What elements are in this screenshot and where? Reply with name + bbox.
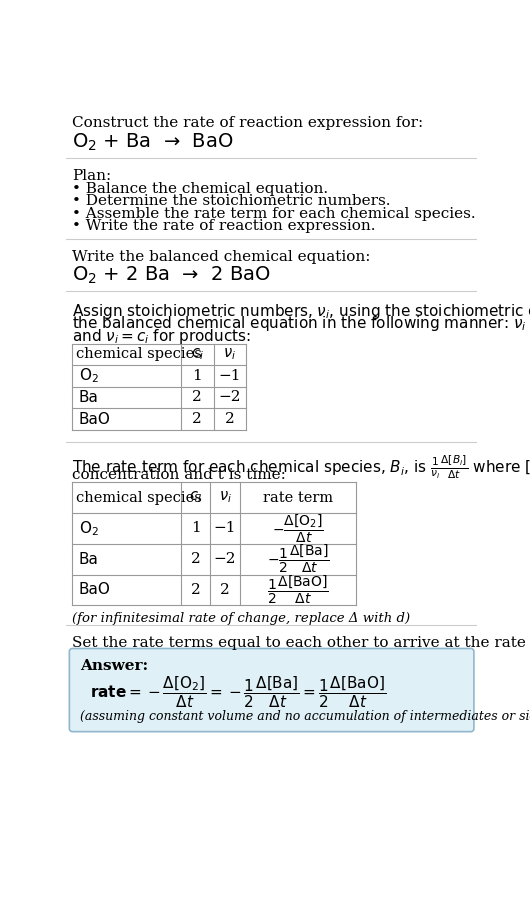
Text: (assuming constant volume and no accumulation of intermediates or side products): (assuming constant volume and no accumul…: [80, 710, 530, 723]
Text: Ba: Ba: [78, 552, 99, 566]
Text: • Write the rate of reaction expression.: • Write the rate of reaction expression.: [73, 219, 376, 233]
Text: −1: −1: [218, 369, 241, 383]
Text: −1: −1: [214, 521, 236, 535]
Text: $-\dfrac{\Delta[\mathrm{O_2}]}{\Delta t}$: $-\dfrac{\Delta[\mathrm{O_2}]}{\Delta t}…: [272, 512, 324, 545]
Text: $\nu_i$: $\nu_i$: [219, 490, 232, 506]
Text: 2: 2: [191, 552, 200, 566]
Text: chemical species: chemical species: [76, 347, 202, 361]
Text: $\dfrac{1}{2}\dfrac{\Delta[\mathrm{BaO}]}{\Delta t}$: $\dfrac{1}{2}\dfrac{\Delta[\mathrm{BaO}]…: [267, 573, 329, 606]
Text: 2: 2: [192, 390, 202, 404]
Text: BaO: BaO: [78, 583, 111, 597]
Text: 1: 1: [192, 369, 202, 383]
Text: $c_i$: $c_i$: [191, 346, 204, 362]
Text: • Balance the chemical equation.: • Balance the chemical equation.: [73, 182, 329, 196]
Text: concentration and t is time:: concentration and t is time:: [73, 468, 286, 482]
Text: BaO: BaO: [78, 411, 111, 427]
Text: $\mathrm{O_2}$ + 2 Ba  →  2 BaO: $\mathrm{O_2}$ + 2 Ba → 2 BaO: [73, 265, 271, 286]
Text: $\mathrm{O_2}$ + Ba  →  BaO: $\mathrm{O_2}$ + Ba → BaO: [73, 131, 234, 153]
Text: chemical species: chemical species: [76, 490, 202, 505]
Text: • Assemble the rate term for each chemical species.: • Assemble the rate term for each chemic…: [73, 207, 476, 220]
Text: 2: 2: [191, 583, 200, 597]
Text: Construct the rate of reaction expression for:: Construct the rate of reaction expressio…: [73, 116, 423, 130]
Text: 2: 2: [220, 583, 230, 597]
Text: and $\nu_i = c_i$ for products:: and $\nu_i = c_i$ for products:: [73, 327, 251, 345]
Text: Assign stoichiometric numbers, $\nu_i$, using the stoichiometric coefficients, $: Assign stoichiometric numbers, $\nu_i$, …: [73, 302, 530, 321]
Text: 2: 2: [225, 412, 235, 426]
Text: −2: −2: [214, 552, 236, 566]
Text: The rate term for each chemical species, $B_i$, is $\frac{1}{\nu_i}\frac{\Delta[: The rate term for each chemical species,…: [73, 453, 530, 480]
Text: $\mathrm{O_2}$: $\mathrm{O_2}$: [78, 367, 99, 385]
Text: (for infinitesimal rate of change, replace Δ with d): (for infinitesimal rate of change, repla…: [73, 612, 411, 624]
Text: Write the balanced chemical equation:: Write the balanced chemical equation:: [73, 250, 371, 264]
Text: $-\dfrac{1}{2}\dfrac{\Delta[\mathrm{Ba}]}{\Delta t}$: $-\dfrac{1}{2}\dfrac{\Delta[\mathrm{Ba}]…: [267, 543, 329, 575]
Text: $\mathrm{O_2}$: $\mathrm{O_2}$: [78, 519, 99, 538]
Text: Ba: Ba: [78, 390, 99, 405]
Text: $\nu_i$: $\nu_i$: [223, 346, 236, 362]
Text: Plan:: Plan:: [73, 169, 112, 183]
Text: the balanced chemical equation in the following manner: $\nu_i = -c_i$ for react: the balanced chemical equation in the fo…: [73, 314, 530, 333]
Text: Answer:: Answer:: [80, 660, 148, 673]
Text: Set the rate terms equal to each other to arrive at the rate expression:: Set the rate terms equal to each other t…: [73, 636, 530, 651]
Text: 2: 2: [192, 412, 202, 426]
Text: −2: −2: [218, 390, 241, 404]
Text: $c_i$: $c_i$: [189, 490, 202, 506]
Text: $\mathbf{rate} = -\dfrac{\Delta[\mathrm{O_2}]}{\Delta t} = -\dfrac{1}{2}\dfrac{\: $\mathbf{rate} = -\dfrac{\Delta[\mathrm{…: [90, 675, 386, 710]
Text: rate term: rate term: [263, 490, 333, 505]
Text: 1: 1: [191, 521, 200, 535]
FancyBboxPatch shape: [69, 649, 474, 732]
Text: • Determine the stoichiometric numbers.: • Determine the stoichiometric numbers.: [73, 194, 391, 208]
